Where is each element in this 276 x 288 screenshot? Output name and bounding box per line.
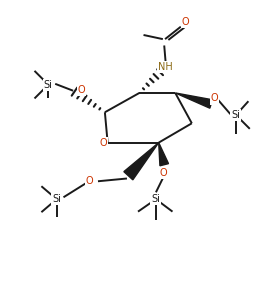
Text: O: O	[182, 17, 190, 27]
Text: O: O	[160, 168, 168, 178]
Text: O: O	[78, 85, 85, 95]
Polygon shape	[159, 143, 169, 166]
Text: Si: Si	[232, 110, 240, 120]
Text: O: O	[100, 138, 107, 148]
Text: Si: Si	[52, 194, 61, 204]
Polygon shape	[124, 143, 159, 180]
Text: Si: Si	[44, 80, 53, 90]
Text: O: O	[211, 94, 218, 103]
Text: O: O	[86, 176, 94, 186]
Text: NH: NH	[158, 62, 173, 72]
Polygon shape	[175, 93, 213, 108]
Text: Si: Si	[152, 194, 160, 204]
